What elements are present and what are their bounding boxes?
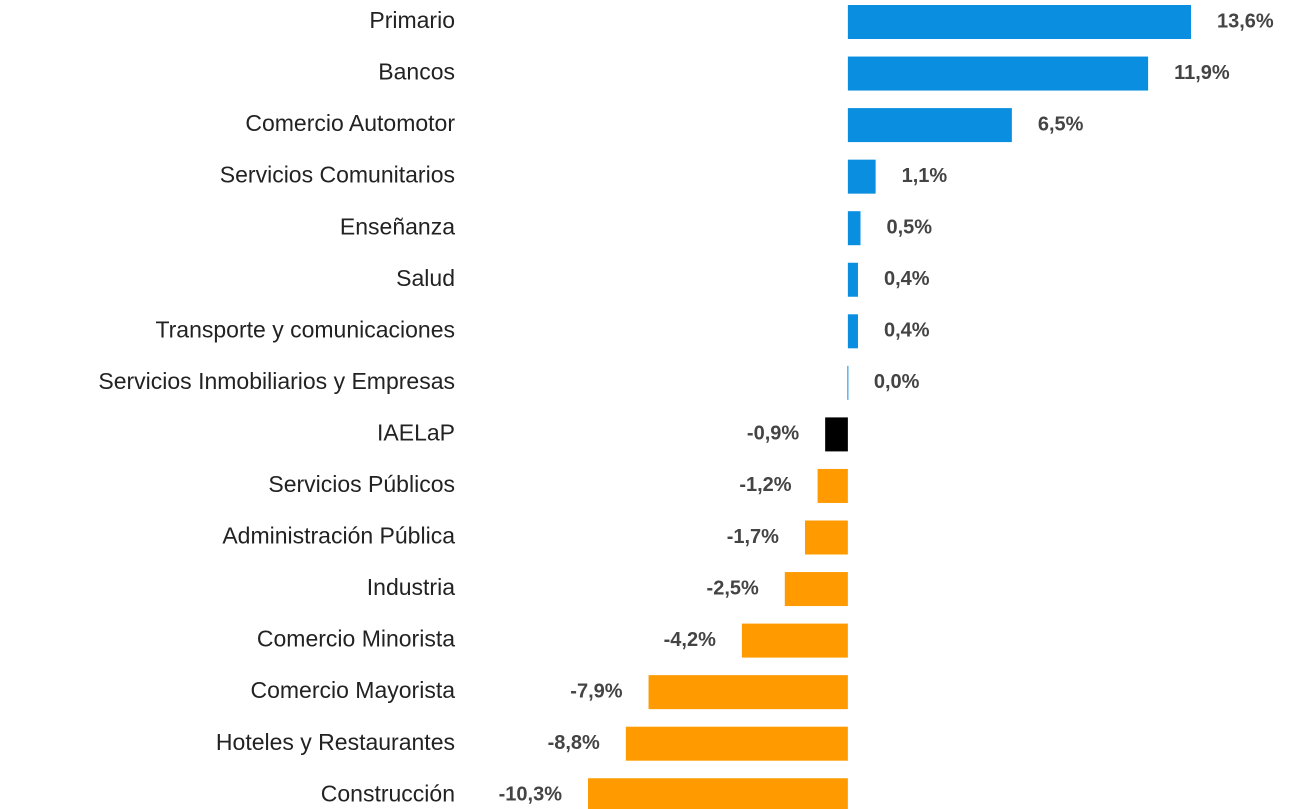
- value-label: 0,0%: [874, 371, 920, 393]
- x-tick-label: Hoteles y Restaurantes: [216, 729, 455, 755]
- value-label: -8,8%: [548, 732, 600, 754]
- bar: [847, 365, 849, 400]
- value-label: -1,2%: [739, 474, 791, 496]
- bar: [847, 56, 1149, 91]
- x-tick-label: Comercio Minorista: [257, 626, 455, 652]
- bar: [847, 262, 858, 297]
- x-tick-label: Administración Pública: [222, 523, 455, 549]
- bar: [817, 468, 848, 503]
- bar: [847, 211, 861, 246]
- bar: [825, 417, 848, 452]
- x-tick-label: Comercio Mayorista: [251, 677, 456, 703]
- x-tick-label: Comercio Automotor: [245, 110, 455, 136]
- bar: [741, 623, 848, 658]
- x-tick-label: Transporte y comunicaciones: [155, 316, 455, 342]
- value-label: -0,9%: [747, 423, 799, 445]
- x-tick-label: IAELaP: [377, 419, 455, 445]
- value-label: -2,5%: [707, 577, 759, 599]
- bar: [847, 108, 1012, 143]
- value-label: -1,7%: [727, 526, 779, 548]
- value-label: -4,2%: [664, 629, 716, 651]
- x-tick-label: Construcción: [321, 780, 455, 806]
- bar: [847, 5, 1191, 39]
- bar: [784, 572, 848, 607]
- x-tick-label: Servicios Inmobiliarios y Empresas: [98, 368, 455, 394]
- bar: [847, 159, 876, 194]
- bar: [648, 675, 848, 710]
- value-label: 11,9%: [1174, 62, 1230, 84]
- bar: [588, 778, 848, 809]
- value-label: -10,3%: [499, 784, 563, 806]
- value-label: -7,9%: [570, 680, 622, 702]
- x-tick-label: Primario: [369, 7, 455, 33]
- value-label: 0,5%: [886, 216, 932, 238]
- value-label: 0,4%: [884, 320, 930, 342]
- x-tick-label: Industria: [367, 574, 455, 600]
- bar: [847, 314, 858, 349]
- bar: [625, 726, 848, 761]
- x-tick-label: Servicios Comunitarios: [220, 162, 455, 188]
- x-tick-label: Bancos: [378, 59, 455, 85]
- x-tick-label: Servicios Públicos: [268, 471, 455, 497]
- value-label: 0,4%: [884, 268, 930, 290]
- x-tick-label: Salud: [396, 265, 455, 291]
- value-label: 6,5%: [1038, 113, 1084, 135]
- x-tick-label: Enseñanza: [340, 213, 455, 239]
- bar: [804, 520, 848, 555]
- value-label: 1,1%: [902, 165, 948, 187]
- value-label: 13,6%: [1217, 10, 1274, 32]
